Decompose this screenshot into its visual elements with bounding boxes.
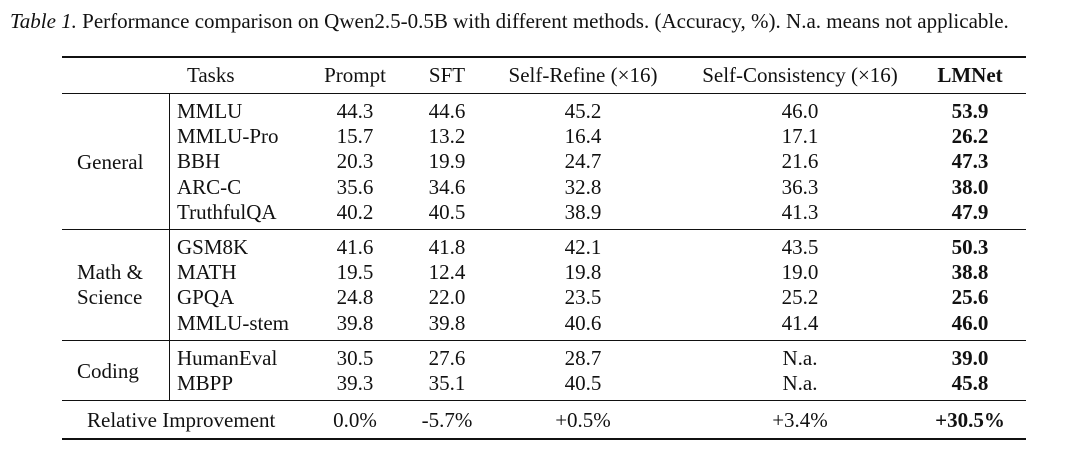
task-name: GPQA	[177, 285, 235, 310]
table-cell: 19.8	[564, 260, 602, 285]
table-cell: 16.4	[564, 124, 602, 149]
table-cell: 38.9	[564, 199, 602, 224]
task-name: ARC-C	[177, 174, 242, 199]
top-rule	[62, 56, 1026, 58]
table-cell: 41.6	[336, 235, 374, 259]
table-cell: 15.7	[336, 124, 374, 149]
table-cell: 45.2	[564, 99, 602, 123]
summary-cell: +3.4%	[772, 408, 828, 432]
table-cell: 21.6	[781, 149, 819, 174]
table-cell: 43.5	[781, 235, 819, 259]
summary-label: Relative Improvement	[87, 408, 276, 432]
bottom-rule	[62, 438, 1026, 440]
table-cell: 46.0	[781, 99, 819, 123]
table-cell: 46.0	[951, 310, 989, 335]
group-rule	[62, 340, 1026, 341]
header-3: Self-Refine (×16)	[508, 63, 658, 87]
table-cell: 28.7	[564, 346, 602, 370]
table-cell: 25.6	[951, 285, 989, 310]
table-cell: 40.6	[564, 310, 602, 335]
table-cell: 53.9	[951, 99, 989, 123]
summary-cell: +30.5%	[935, 408, 1005, 432]
table-cell: 39.0	[951, 346, 989, 370]
column-divider	[169, 93, 170, 400]
group-label: Math &	[77, 260, 143, 285]
task-name: MMLU	[177, 99, 243, 123]
header-2: SFT	[428, 63, 466, 87]
header-4: Self-Consistency (×16)	[702, 63, 898, 87]
caption-text: Performance comparison on Qwen2.5-0.5B w…	[82, 9, 1009, 33]
table-cell: 35.6	[336, 174, 374, 199]
table-cell: N.a.	[782, 371, 818, 396]
table-cell: 44.3	[336, 99, 374, 123]
table-cell: 38.8	[951, 260, 989, 285]
task-name: MATH	[177, 260, 237, 285]
table-cell: 50.3	[951, 235, 989, 259]
table-cell: 24.8	[336, 285, 374, 310]
header-1: Prompt	[324, 63, 386, 87]
table-cell: 47.9	[951, 199, 989, 224]
group-label: Coding	[77, 358, 139, 383]
table-cell: 45.8	[951, 371, 989, 396]
table-cell: 25.2	[781, 285, 819, 310]
table-cell: 19.5	[336, 260, 374, 285]
table-cell: 41.8	[428, 235, 466, 259]
task-name: MBPP	[177, 371, 234, 396]
summary-cell: -5.7%	[421, 408, 473, 432]
task-name: MMLU-stem	[177, 310, 289, 335]
table-cell: 32.8	[564, 174, 602, 199]
table-cell: 41.3	[781, 199, 819, 224]
table-cell: 40.5	[428, 199, 466, 224]
table-cell: 19.9	[428, 149, 466, 174]
table-cell: 34.6	[428, 174, 466, 199]
table-cell: 20.3	[336, 149, 374, 174]
header-5: LMNet	[937, 63, 1003, 87]
summary-cell: 0.0%	[333, 408, 377, 432]
task-name: TruthfulQA	[177, 199, 277, 224]
table-cell: 39.8	[336, 310, 374, 335]
task-name: BBH	[177, 149, 221, 174]
table-cell: 27.6	[428, 346, 466, 370]
group-rule	[62, 229, 1026, 230]
summary-cell: +0.5%	[555, 408, 611, 432]
caption-label: Table 1.	[10, 9, 77, 33]
task-name: GSM8K	[177, 235, 249, 259]
table-cell: 47.3	[951, 149, 989, 174]
table-cell: N.a.	[782, 346, 818, 370]
table-cell: 17.1	[781, 124, 819, 149]
table-cell: 22.0	[428, 285, 466, 310]
table-cell: 42.1	[564, 235, 602, 259]
group-label: General	[77, 149, 144, 174]
table-cell: 30.5	[336, 346, 374, 370]
table-cell: 38.0	[951, 174, 989, 199]
table-cell: 35.1	[428, 371, 466, 396]
table-cell: 39.3	[336, 371, 374, 396]
table-cell: 24.7	[564, 149, 602, 174]
table-cell: 12.4	[428, 260, 466, 285]
summary-rule	[62, 400, 1026, 401]
table-cell: 44.6	[428, 99, 466, 123]
table-cell: 19.0	[781, 260, 819, 285]
table-cell: 41.4	[781, 310, 819, 335]
task-name: HumanEval	[177, 346, 278, 370]
header-rule	[62, 93, 1026, 94]
table-cell: 39.8	[428, 310, 466, 335]
table-caption: Table 1. Performance comparison on Qwen2…	[10, 9, 1078, 34]
table-cell: 26.2	[951, 124, 989, 149]
table-cell: 36.3	[781, 174, 819, 199]
task-name: MMLU-Pro	[177, 124, 279, 149]
table-cell: 23.5	[564, 285, 602, 310]
table-cell: 40.2	[336, 199, 374, 224]
group-label: Science	[77, 285, 143, 310]
header-tasks: Tasks	[187, 63, 235, 87]
table-cell: 40.5	[564, 371, 602, 396]
table-cell: 13.2	[428, 124, 466, 149]
